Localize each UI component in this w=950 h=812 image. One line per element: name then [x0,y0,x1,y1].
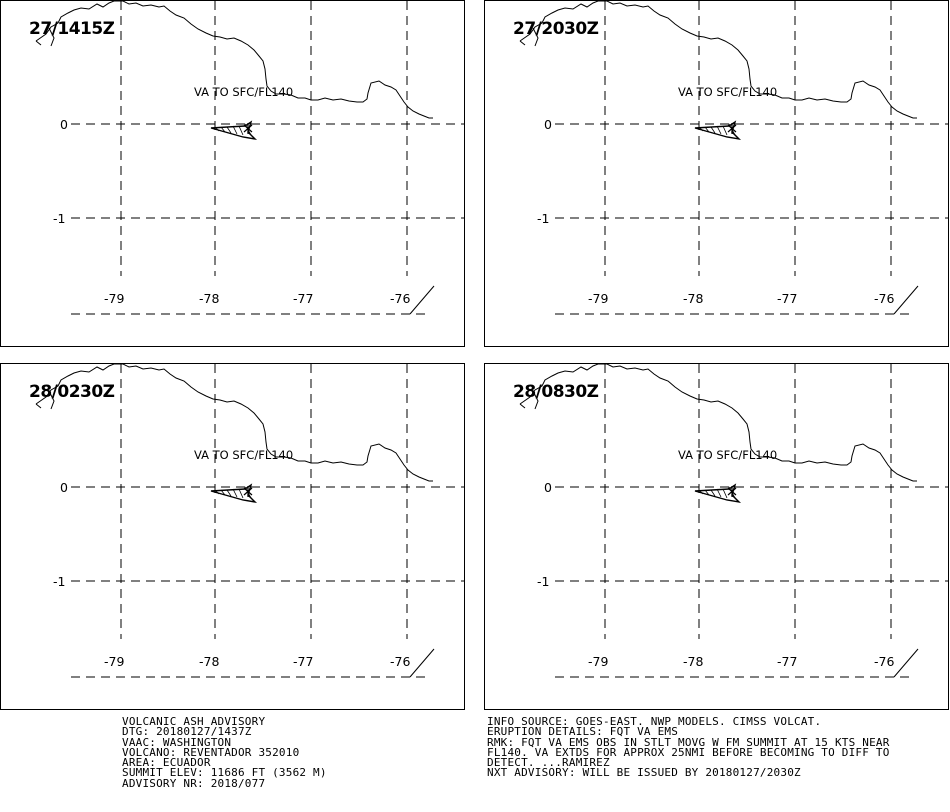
longitude-label: -76 [874,291,895,306]
map-corner-line [893,648,919,678]
map-corner-line [409,648,435,678]
advisory-line: DETECT. ...RAMIREZ [487,756,610,770]
longitude-label: -76 [390,654,411,669]
longitude-label: -78 [199,654,220,669]
longitude-label: -79 [588,291,609,306]
longitude-label: -76 [874,654,895,669]
ash-height-label: VA TO SFC/FL140 [194,448,294,462]
advisory-line: VOLCANIC ASH ADVISORY [122,715,266,728]
advisory-line: ADVISORY NR: 2018/077 [122,776,266,790]
forecast-panel: 27/2030Z VA TO SFC/FL140 0 -1 -79 -78 -77 -76 [484,0,949,347]
longitude-label: -78 [683,291,704,306]
latitude-label: -1 [537,211,550,226]
panel-time-label: 27/1415Z [29,19,115,39]
advisory-line: RMK: FQT VA EMS OBS IN STLT MOVG W FM SU… [487,735,890,749]
forecast-panel: 28/0230Z VA TO SFC/FL140 0 -1 -79 -78 -77 -76 [0,363,465,710]
longitude-label: -79 [104,291,125,306]
advisory-line: VOLCANO: REVENTADOR 352010 [122,745,300,759]
forecast-panel: 27/1415Z VA TO SFC/FL140 0 -1 -79 -78 -77 -76 [0,0,465,347]
volcano-marker-icon [727,123,737,134]
coastline [35,364,433,482]
ash-map [35,1,464,315]
latitude-label: 0 [544,117,552,132]
latitude-label: 0 [60,480,68,495]
latitude-label: -1 [53,574,66,589]
longitude-label: -78 [683,654,704,669]
longitude-label: -77 [293,291,314,306]
coastline [519,1,917,119]
longitude-label: -79 [104,654,125,669]
advisory-line: FL140. VA EXTDS FOR APPROX 25NMI BEFORE … [487,745,890,759]
graticule [71,364,464,678]
longitude-label: -79 [588,654,609,669]
advisory-info-right: INFO SOURCE: GOES-EAST. NWP MODELS. CIMS… [487,715,890,780]
advisory-line: NXT ADVISORY: WILL BE ISSUED BY 20180127… [487,766,801,780]
graticule [555,364,948,678]
advisory-line: VAAC: WASHINGTON [122,735,232,749]
panel-time-label: 28/0830Z [513,382,599,402]
ash-map [519,364,948,678]
longitude-label: -76 [390,291,411,306]
coastline [35,1,433,119]
latitude-label: -1 [53,211,66,226]
latitude-label: -1 [537,574,550,589]
ash-height-label: VA TO SFC/FL140 [194,85,294,99]
advisory-line: ERUPTION DETAILS: FQT VA EMS [487,725,679,739]
latitude-label: 0 [544,480,552,495]
map-corner-line [409,285,435,315]
coastline [519,364,917,482]
ash-height-label: VA TO SFC/FL140 [678,85,778,99]
ash-map [519,1,948,315]
latitude-label: 0 [60,117,68,132]
graticule [71,1,464,315]
ash-height-label: VA TO SFC/FL140 [678,448,778,462]
advisory-line: INFO SOURCE: GOES-EAST. NWP MODELS. CIMS… [487,715,822,728]
longitude-label: -78 [199,291,220,306]
map-corner-line [893,285,919,315]
longitude-label: -77 [777,291,798,306]
longitude-label: -77 [293,654,314,669]
advisory-line: SUMMIT ELEV: 11686 FT (3562 M) [122,766,327,780]
volcano-marker-icon [243,486,253,497]
advisory-line: AREA: ECUADOR [122,756,211,770]
panel-time-label: 28/0230Z [29,382,115,402]
volcano-marker-icon [727,486,737,497]
forecast-panel: 28/0830Z VA TO SFC/FL140 0 -1 -79 -78 -77 -76 [484,363,949,710]
graticule [555,1,948,315]
longitude-label: -77 [777,654,798,669]
advisory-info-left: VOLCANIC ASH ADVISORY DTG: 20180127/1437… [122,715,327,790]
volcano-marker-icon [243,123,253,134]
ash-map [35,364,464,678]
panel-time-label: 27/2030Z [513,19,599,39]
advisory-line: DTG: 20180127/1437Z [122,725,252,739]
